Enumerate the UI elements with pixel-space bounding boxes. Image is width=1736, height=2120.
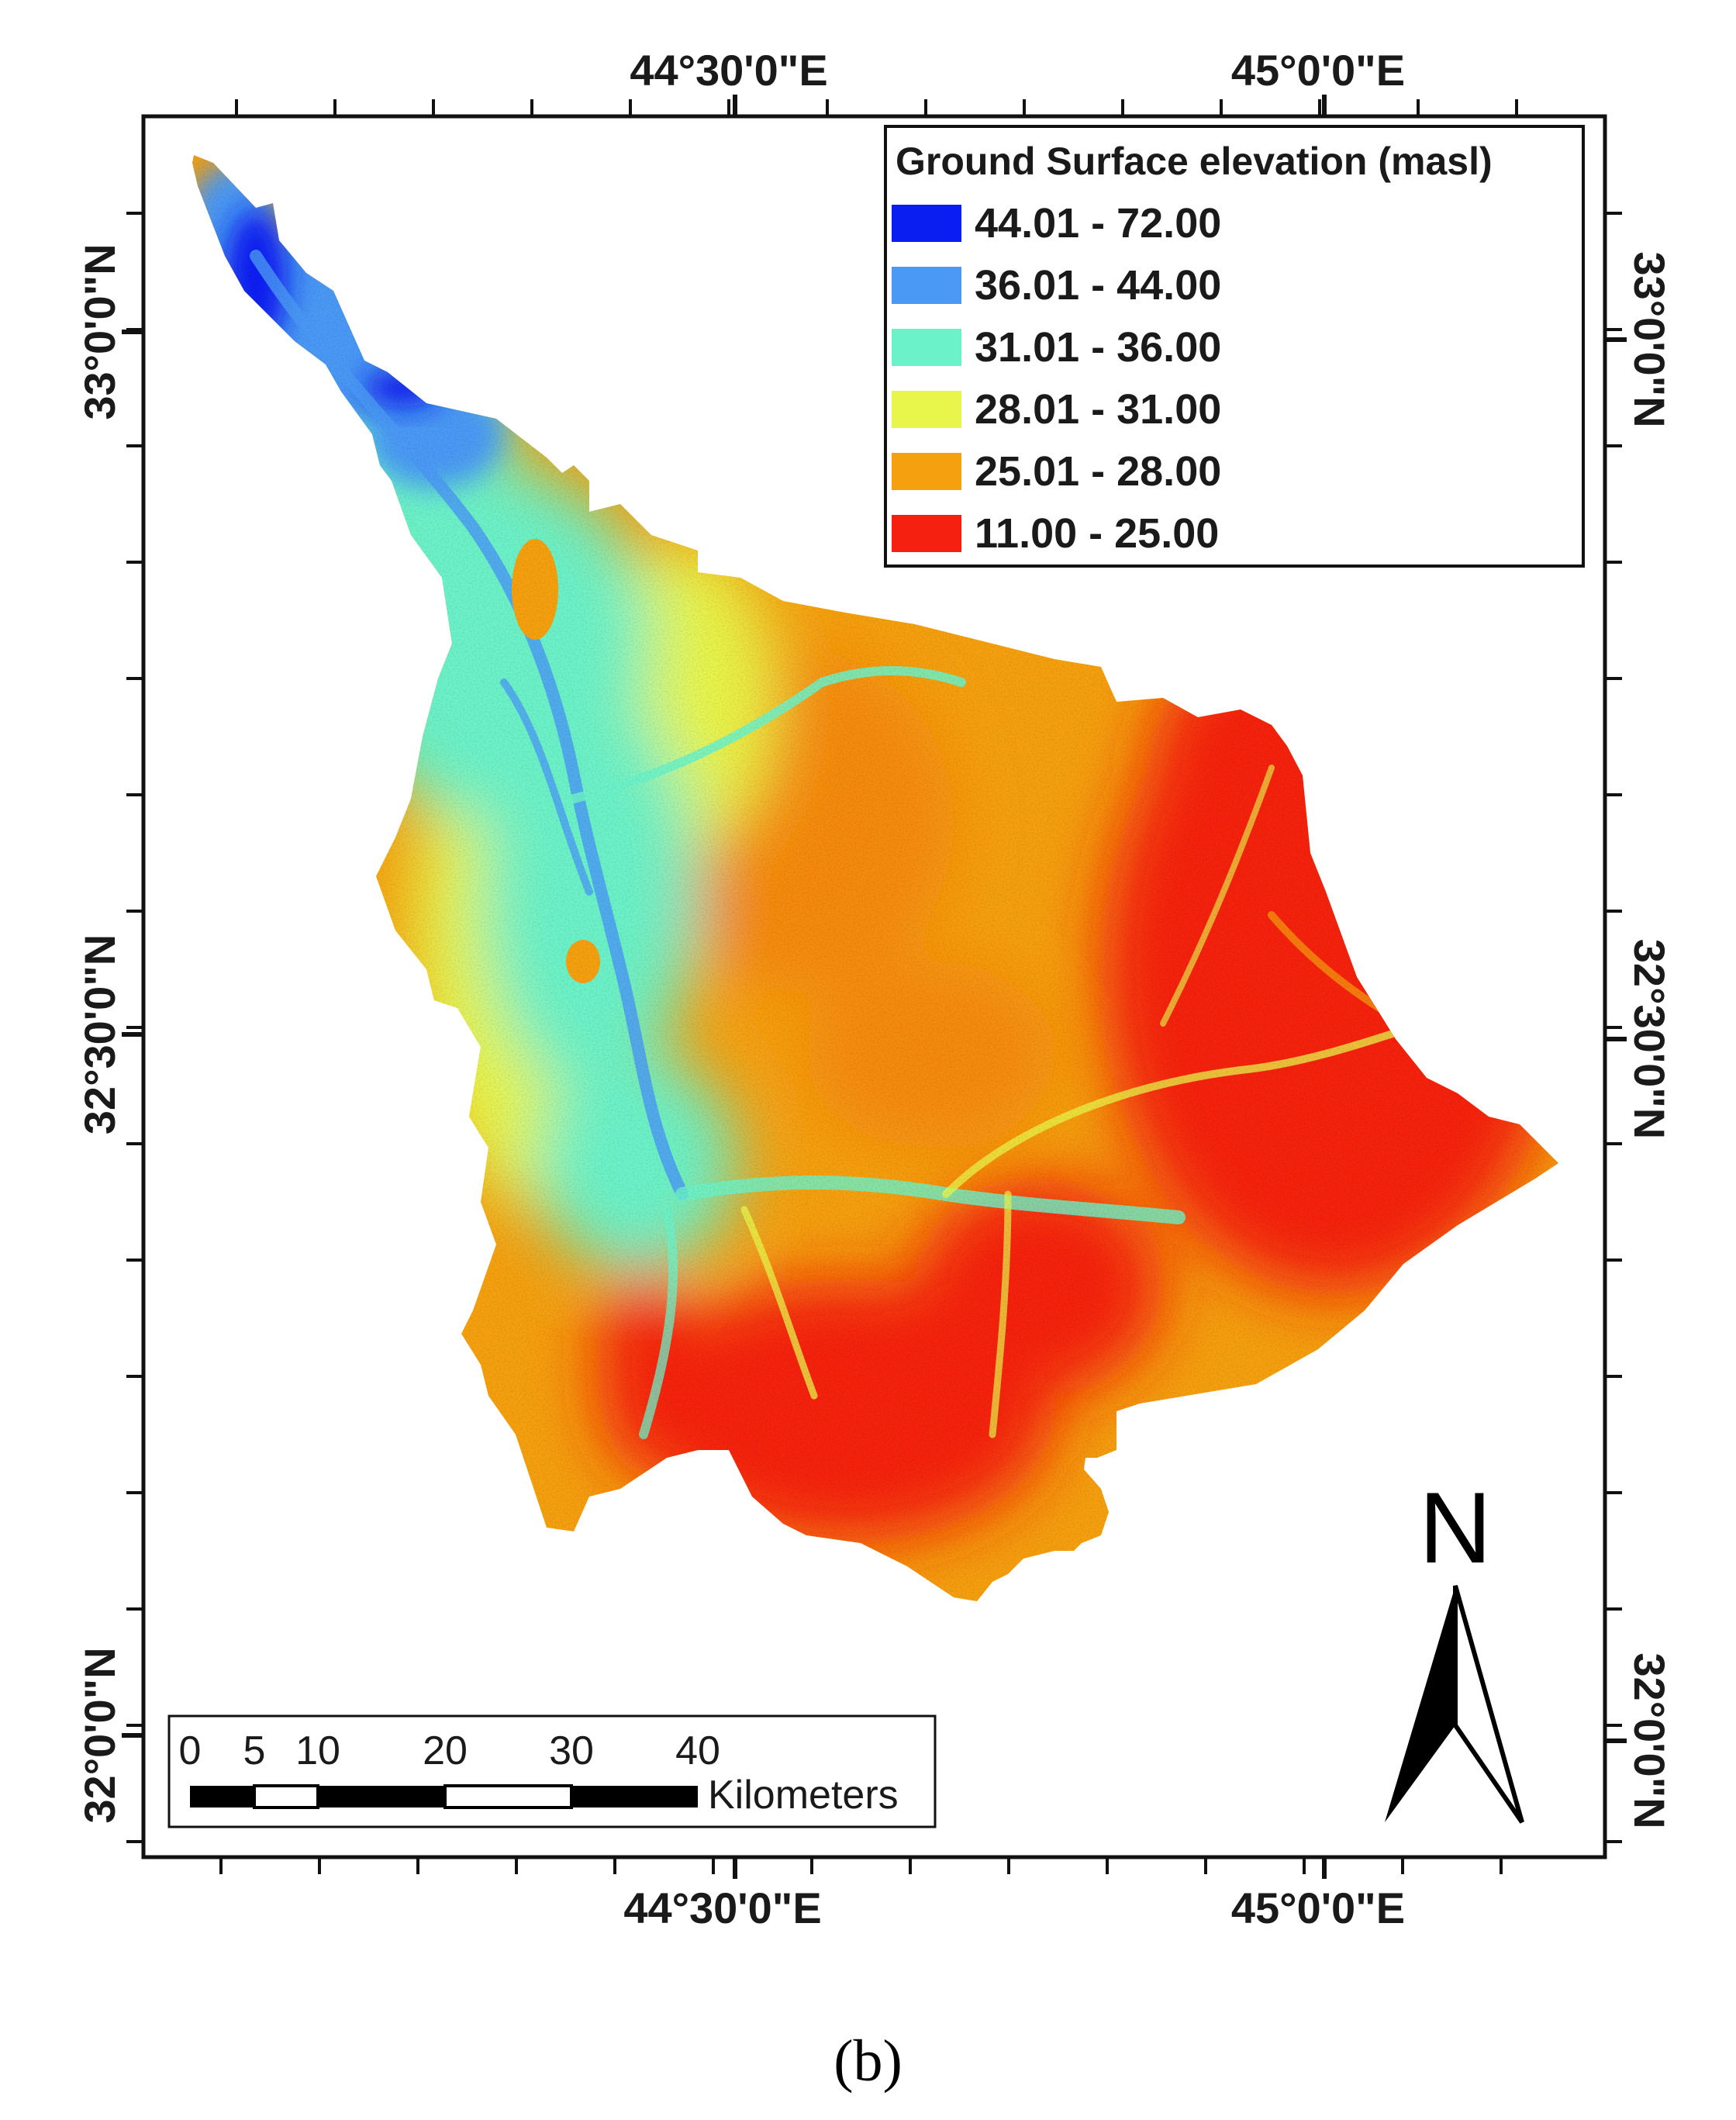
coord-right-3: 32°0'0"N: [1625, 1652, 1674, 1828]
coord-top-1: 44°30'0"E: [630, 46, 827, 95]
legend-title: Ground Surface elevation (masl): [896, 140, 1493, 183]
scale-bar: 0 5 10 20 30 40 Kilometers: [167, 1714, 937, 1828]
legend-label-1: 36.01 - 44.00: [975, 262, 1221, 309]
legend-box: [884, 125, 1585, 568]
legend-label-5: 11.00 - 25.00: [975, 510, 1219, 557]
scale-tick-20: 20: [423, 1728, 468, 1773]
north-arrow-right-half: [1453, 1585, 1524, 1824]
scale-tick-0: 0: [179, 1728, 202, 1773]
scale-seg-2: [253, 1784, 319, 1809]
scale-tick-10: 10: [295, 1728, 340, 1773]
legend-swatch-1: [892, 267, 961, 304]
legend-label-0: 44.01 - 72.00: [975, 200, 1221, 247]
scale-unit: Kilometers: [708, 1773, 899, 1818]
scale-seg-5: [571, 1786, 698, 1808]
legend-label-4: 25.01 - 28.00: [975, 448, 1221, 495]
coord-right-2: 32°30'0"N: [1625, 939, 1674, 1139]
major-ticks: [122, 95, 1627, 1879]
legend-swatch-0: [892, 205, 961, 242]
legend-items: 44.01 - 72.00 36.01 - 44.00 31.01 - 36.00 2…: [892, 200, 1221, 557]
scale-tick-40: 40: [675, 1728, 720, 1773]
coord-left-3: 32°0'0"N: [75, 1647, 124, 1823]
legend-swatch-4: [892, 453, 961, 490]
scale-tick-30: 30: [549, 1728, 594, 1773]
scale-tick-5: 5: [243, 1728, 266, 1773]
legend-swatch-2: [892, 329, 961, 366]
scale-seg-1: [190, 1786, 254, 1808]
legend-swatch-5: [892, 515, 961, 552]
north-letter: N: [1419, 1471, 1492, 1584]
coord-right-1: 33°0'0"N: [1625, 251, 1674, 427]
coord-bottom-2: 45°0'0"E: [1231, 1883, 1405, 1932]
legend-label-2: 31.01 - 36.00: [975, 324, 1221, 371]
coord-bottom-1: 44°30'0"E: [623, 1883, 821, 1932]
frame-ticks: [126, 99, 1622, 1874]
coord-top-2: 45°0'0"E: [1231, 46, 1405, 95]
north-arrow-left-half: [1385, 1586, 1455, 1822]
north-arrow: N: [1385, 1471, 1524, 1824]
legend-label-3: 28.01 - 31.00: [975, 386, 1221, 433]
panel-label: (b): [833, 2029, 903, 2094]
scale-seg-4: [443, 1784, 573, 1809]
coord-left-1: 33°0'0"N: [75, 243, 124, 420]
legend: Ground Surface elevation (masl) 44.01 - …: [884, 125, 1585, 568]
map-frame: [141, 114, 1607, 1859]
legend-swatch-3: [892, 391, 961, 428]
scale-seg-3: [318, 1786, 445, 1808]
coord-left-2: 32°30'0"N: [75, 934, 124, 1134]
